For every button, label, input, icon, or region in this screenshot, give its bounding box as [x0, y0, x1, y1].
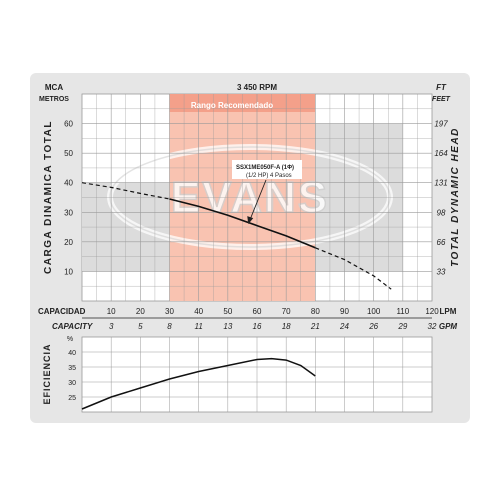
right-unit-label: FT	[436, 83, 447, 92]
efficiency-curve	[81, 357, 316, 410]
x-tick-label-lpm: 20	[136, 307, 145, 316]
x-tick-label-gpm: 29	[397, 322, 407, 331]
x-tick-label-lpm: 30	[165, 307, 174, 316]
head-curve-extended-0	[81, 182, 170, 200]
x-axis-title-lpm: CAPACIDAD	[38, 307, 86, 316]
y-tick-label-left: 30	[64, 208, 73, 217]
annotation-arrow	[249, 179, 267, 220]
y-tick-label-right: 197	[434, 120, 448, 129]
y-tick-label-right: 98	[437, 208, 446, 217]
y-tick-label-right: 33	[437, 267, 446, 276]
x-tick-label-gpm: 3	[109, 322, 114, 331]
watermark-ellipse-outline	[109, 146, 391, 248]
recommended-range-label: Rango Recomendado	[191, 101, 273, 110]
x-tick-label-gpm: 21	[310, 322, 320, 331]
annotation-arrowhead	[247, 216, 254, 225]
x-tick-label-lpm: 120	[425, 307, 439, 316]
y-tick-label-left: 60	[64, 120, 73, 129]
efficiency-tick-label: 30	[68, 380, 76, 387]
x-tick-label-lpm: 70	[282, 307, 291, 316]
x-tick-label-gpm: 18	[282, 322, 291, 331]
x-tick-label-gpm: 32	[428, 322, 437, 331]
y-tick-label-left: 10	[64, 267, 73, 276]
x-tick-label-gpm: 11	[195, 322, 203, 331]
model-annotation-title: SSX1ME050F-A (1Φ)	[236, 165, 294, 171]
x-tick-label-lpm: 50	[223, 307, 232, 316]
efficiency-tick-label: 25	[68, 395, 76, 402]
left-unit-sub-label: METROS	[39, 96, 69, 103]
x-tick-label-lpm: 10	[107, 307, 116, 316]
head-curve-extended-2	[315, 247, 392, 290]
efficiency-axis-title: EFICIENCIA	[42, 343, 52, 404]
x-tick-label-gpm: 16	[253, 322, 262, 331]
x-tick-label-lpm: 60	[253, 307, 262, 316]
chart-title: 3 450 RPM	[237, 83, 277, 92]
y-tick-label-left: 20	[64, 238, 73, 247]
x-tick-label-gpm: 13	[223, 322, 232, 331]
x-tick-label-gpm: 5	[138, 322, 143, 331]
x-tick-label-gpm: 26	[368, 322, 378, 331]
efficiency-tick-label: 35	[68, 365, 76, 372]
x-axis-unit-gpm: GPM	[439, 322, 458, 331]
efficiency-unit-label: %	[67, 336, 73, 343]
x-tick-label-lpm: 110	[396, 307, 409, 316]
x-axis-title-gpm: CAPACITY	[52, 322, 93, 331]
y-tick-label-right: 66	[437, 238, 446, 247]
y-tick-label-right: 131	[434, 179, 447, 188]
x-tick-label-lpm: 100	[367, 307, 381, 316]
x-tick-label-lpm: 90	[340, 307, 349, 316]
head-curve-recommended	[169, 198, 316, 249]
y-axis-title-left: CARGA DINAMICA TOTAL	[43, 120, 54, 274]
model-annotation-spec: (1/2 HP) 4 Pasos	[246, 173, 292, 179]
y-tick-label-left: 40	[64, 179, 73, 188]
x-tick-label-lpm: 40	[194, 307, 203, 316]
x-tick-label-lpm: 80	[311, 307, 320, 316]
x-axis-unit-lpm: LPM	[440, 307, 457, 316]
y-axis-title-right: TOTAL DYNAMIC HEAD	[450, 127, 461, 267]
x-tick-label-gpm: 8	[167, 322, 172, 331]
y-tick-label-right: 164	[434, 149, 448, 158]
right-unit-sub-label: FEET	[432, 96, 451, 103]
efficiency-tick-label: 40	[68, 350, 76, 357]
left-unit-label: MCA	[45, 83, 63, 92]
y-tick-label-left: 50	[64, 149, 73, 158]
model-annotation-box	[232, 160, 302, 179]
x-tick-label-gpm: 24	[339, 322, 349, 331]
